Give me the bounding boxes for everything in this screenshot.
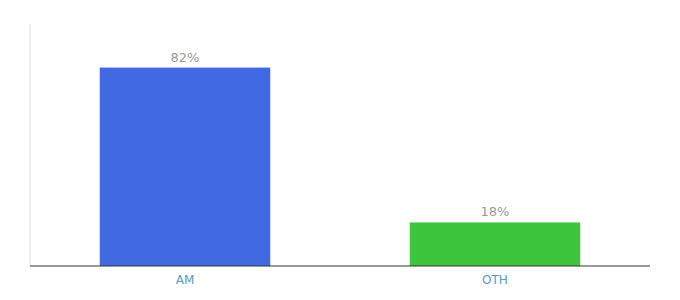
bar (100, 68, 271, 266)
x-axis-line (30, 265, 650, 266)
bar (410, 222, 581, 266)
chart-svg: AM OTH 82% 18% (0, 0, 680, 300)
bars (100, 68, 581, 266)
chart-container: AM OTH 82% 18% (0, 0, 680, 300)
y-axis-line (30, 24, 31, 266)
data-label: 18% (481, 204, 510, 219)
x-tick-label: OTH (482, 273, 508, 287)
data-label: 82% (171, 50, 200, 65)
x-tick-label: AM (176, 273, 195, 287)
